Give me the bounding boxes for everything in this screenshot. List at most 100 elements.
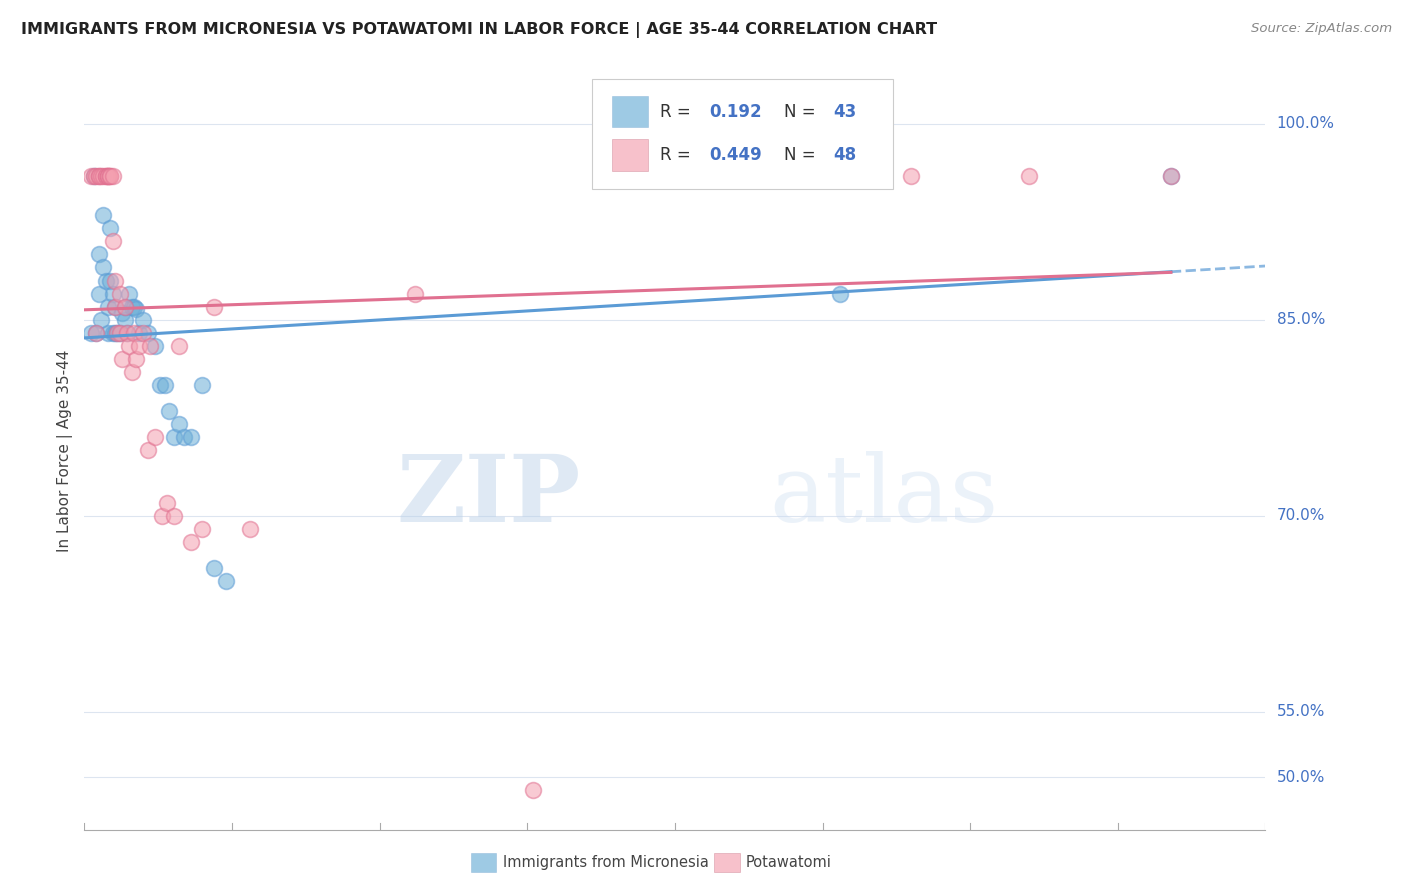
Point (191, 522, 214, 536)
Point (101, 169, 124, 183)
Point (84, 169, 107, 183)
Point (122, 300, 145, 314)
Point (202, 300, 225, 314)
Point (91, 169, 114, 183)
Point (98, 169, 121, 183)
Point (80, 169, 103, 183)
Point (91, 208, 114, 222)
Point (128, 326, 150, 340)
Point (149, 378, 172, 392)
Text: 55.0%: 55.0% (1277, 705, 1324, 720)
Point (191, 378, 214, 392)
Point (83, 169, 105, 183)
Point (239, 522, 262, 536)
Point (97, 169, 120, 183)
Point (132, 312, 155, 326)
Point (136, 326, 159, 340)
Point (215, 574, 238, 589)
Point (94, 169, 117, 183)
Point (128, 339, 150, 353)
Point (108, 326, 131, 340)
Point (156, 496, 179, 510)
Point (94, 169, 117, 183)
Point (125, 302, 148, 317)
Point (104, 326, 127, 340)
Text: Potawatomi: Potawatomi (745, 855, 831, 870)
Point (167, 339, 190, 353)
Point (153, 378, 176, 392)
Text: Source: ZipAtlas.com: Source: ZipAtlas.com (1251, 22, 1392, 36)
Point (118, 286, 141, 301)
Point (108, 286, 131, 301)
Text: 70.0%: 70.0% (1277, 508, 1324, 524)
Point (87, 169, 110, 183)
Point (98, 169, 121, 183)
Text: ZIP: ZIP (396, 451, 581, 541)
Point (97, 300, 120, 314)
Point (111, 351, 134, 366)
Point (80, 326, 103, 340)
Point (101, 326, 124, 340)
Point (121, 300, 143, 314)
Point (84, 326, 107, 340)
FancyBboxPatch shape (592, 79, 893, 189)
Point (157, 404, 180, 418)
Point (132, 326, 155, 340)
Point (121, 365, 143, 379)
Point (114, 300, 136, 314)
Point (125, 351, 148, 366)
Point (101, 235, 124, 249)
Point (734, 169, 756, 183)
Point (522, 783, 544, 797)
Point (83, 169, 105, 183)
Point (150, 508, 173, 523)
Point (163, 430, 186, 444)
Text: 50.0%: 50.0% (1277, 770, 1324, 785)
Point (167, 417, 190, 432)
Text: 43: 43 (834, 103, 856, 120)
Text: R =: R = (659, 103, 696, 120)
Text: Immigrants from Micronesia: Immigrants from Micronesia (503, 855, 709, 870)
Point (180, 535, 202, 549)
Text: 0.192: 0.192 (709, 103, 762, 120)
Point (136, 443, 159, 458)
Point (111, 306, 134, 320)
Point (87, 286, 110, 301)
Point (114, 300, 136, 314)
Point (143, 430, 166, 444)
Text: N =: N = (783, 145, 821, 164)
Text: 85.0%: 85.0% (1277, 312, 1324, 327)
Point (118, 339, 141, 353)
Point (104, 300, 127, 314)
Point (1160, 169, 1182, 183)
Point (98, 273, 121, 287)
Y-axis label: In Labor Force | Age 35-44: In Labor Force | Age 35-44 (58, 350, 73, 551)
Point (180, 430, 202, 444)
FancyBboxPatch shape (612, 95, 648, 128)
Point (143, 339, 166, 353)
Point (91, 260, 114, 275)
Point (1018, 169, 1040, 183)
Point (97, 169, 120, 183)
Point (108, 326, 131, 340)
Text: IMMIGRANTS FROM MICRONESIA VS POTAWATOMI IN LABOR FORCE | AGE 35-44 CORRELATION : IMMIGRANTS FROM MICRONESIA VS POTAWATOMI… (21, 22, 938, 38)
Point (98, 221, 121, 235)
Point (87, 247, 110, 261)
Point (830, 286, 852, 301)
Point (202, 561, 225, 575)
Point (163, 508, 186, 523)
Point (115, 326, 138, 340)
Point (94, 273, 117, 287)
Point (84, 326, 107, 340)
Point (107, 326, 129, 340)
Point (90, 169, 112, 183)
Text: atlas: atlas (769, 451, 998, 541)
Point (1160, 169, 1182, 183)
Point (104, 273, 127, 287)
Text: 100.0%: 100.0% (1277, 116, 1334, 131)
Point (101, 286, 124, 301)
Point (107, 326, 129, 340)
Point (97, 326, 120, 340)
FancyBboxPatch shape (612, 139, 648, 170)
Point (104, 300, 127, 314)
